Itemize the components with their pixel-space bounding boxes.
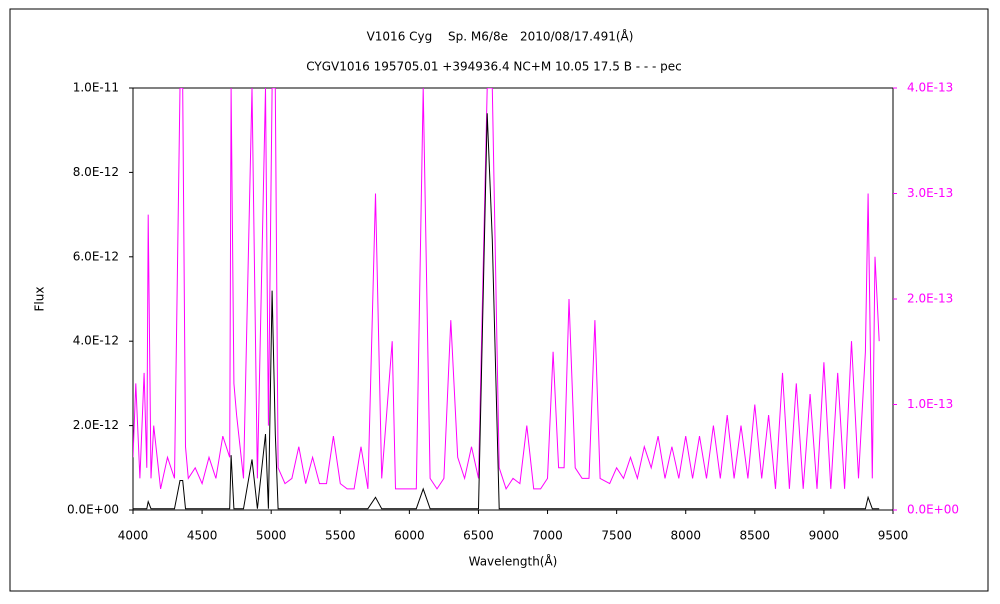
y-tick-label: 8.0E-12	[73, 165, 119, 179]
y-tick-label: 2.0E-12	[73, 418, 119, 432]
x-tick-label: 5000	[256, 529, 287, 543]
frame	[9, 8, 989, 592]
chart-subtitle: CYGV1016 195705.01 +394936.4 NC+M 10.05 …	[306, 60, 682, 74]
y2-tick-label: 1.0E-13	[907, 397, 953, 411]
x-tick-label: 7500	[601, 529, 632, 543]
y-tick-label: 4.0E-12	[73, 334, 119, 348]
x-tick-label: 4000	[118, 529, 149, 543]
y-axis-label: Flux	[33, 287, 47, 312]
y-tick-label: 0.0E+00	[67, 503, 119, 517]
x-tick-label: 8500	[740, 529, 771, 543]
x-axis-label: Wavelength(Å)	[469, 554, 558, 569]
x-tick-label: 5500	[325, 529, 356, 543]
y2-tick-label: 2.0E-13	[907, 292, 953, 306]
x-tick-label: 7000	[532, 529, 563, 543]
x-tick-label: 8000	[670, 529, 701, 543]
x-tick-label: 9500	[878, 529, 909, 543]
y2-tick-label: 0.0E+00	[907, 503, 959, 517]
y2-tick-label: 3.0E-13	[907, 186, 953, 200]
y-tick-label: 6.0E-12	[73, 249, 119, 263]
y2-tick-label: 4.0E-13	[907, 81, 953, 95]
x-tick-label: 6000	[394, 529, 425, 543]
x-tick-label: 6500	[463, 529, 494, 543]
y-tick-label: 1.0E-11	[73, 81, 119, 95]
spectrum-line	[133, 113, 880, 510]
x-tick-label: 9000	[809, 529, 840, 543]
chart-title: V1016 Cyg Sp. M6/8e 2010/08/17.491(Å)	[367, 29, 634, 44]
spectrum-line	[133, 88, 880, 491]
x-tick-label: 4500	[187, 529, 218, 543]
